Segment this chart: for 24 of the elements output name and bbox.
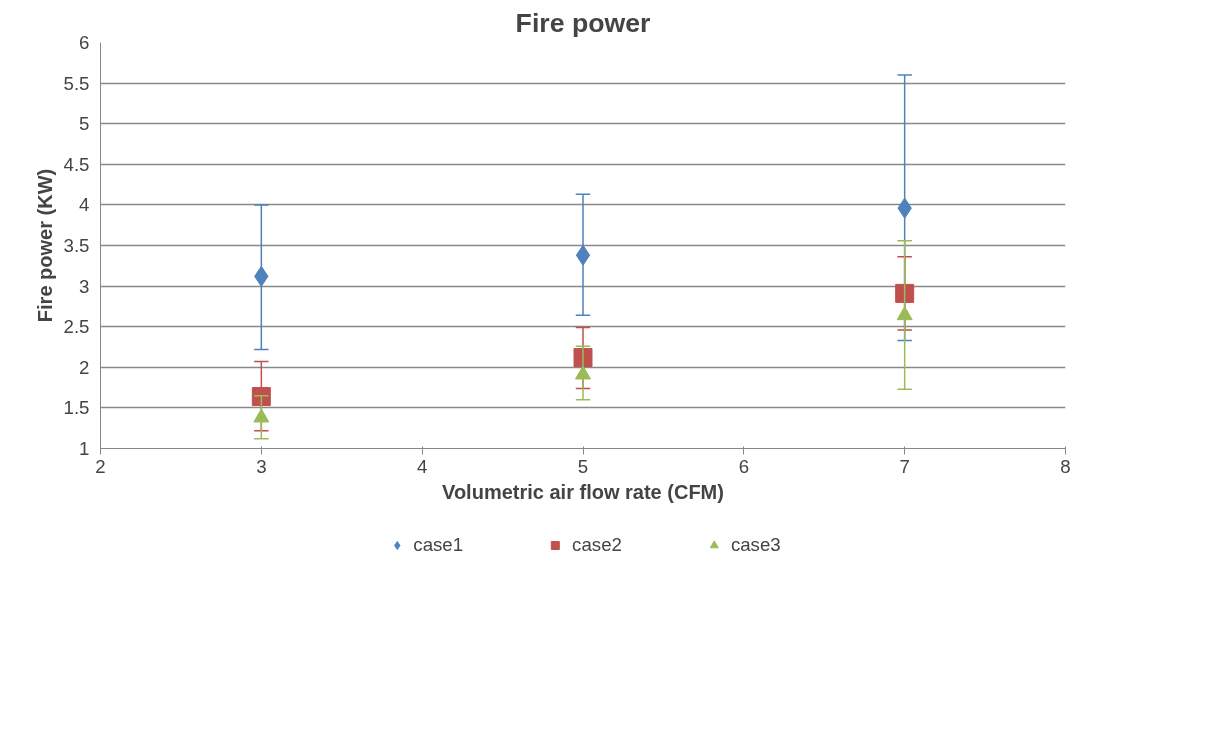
y-tick-label: 4	[79, 194, 90, 216]
y-tick-label: 2	[79, 356, 90, 378]
x-tick-label: 8	[1060, 455, 1071, 477]
y-tick-label: 3.5	[63, 235, 90, 256]
x-tick-label: 7	[899, 455, 910, 477]
legend-label: case3	[730, 534, 781, 556]
y-tick-label: 6	[79, 32, 90, 53]
x-axis-title: Volumetric air flow rate (CFM)	[442, 480, 724, 503]
y-tick-label: 1	[79, 438, 90, 459]
x-tick-label: 6	[738, 455, 750, 477]
chart-title: Fire power	[515, 7, 651, 38]
y-tick-label: 1.5	[63, 397, 90, 419]
y-tick-label: 4.5	[63, 153, 90, 175]
y-tick-label: 5.5	[63, 72, 90, 94]
legend-label: case2	[572, 534, 622, 556]
y-tick-label: 2.5	[63, 316, 90, 338]
x-tick-label: 4	[416, 455, 428, 477]
y-tick-label: 3	[79, 275, 90, 297]
legend-label: case1	[413, 534, 464, 556]
x-tick-label: 5	[577, 455, 589, 477]
x-tick-label: 2	[95, 455, 106, 477]
y-tick-label: 5	[79, 113, 90, 135]
x-tick-label: 3	[256, 455, 267, 477]
y-axis-title: Fire power (KW)	[33, 168, 56, 323]
